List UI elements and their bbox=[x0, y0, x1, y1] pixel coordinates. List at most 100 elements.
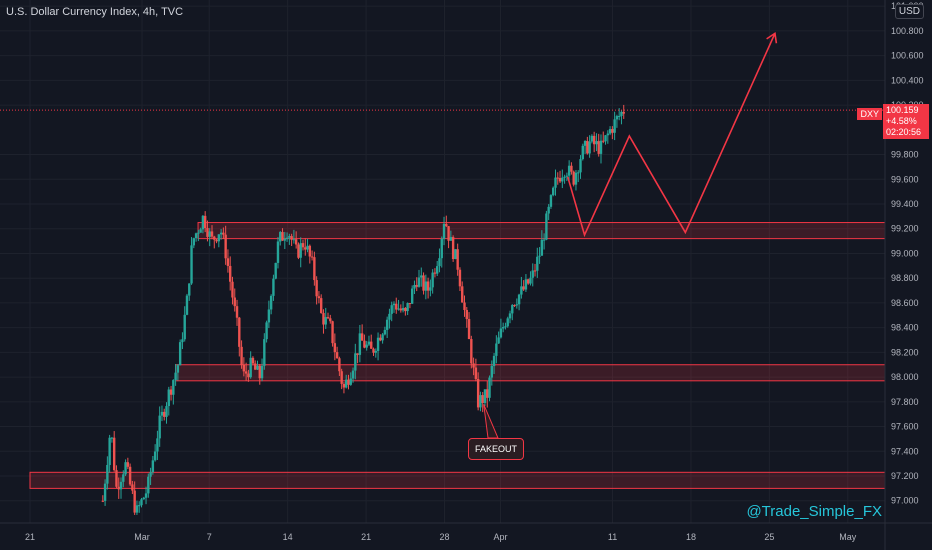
candle-body bbox=[401, 308, 405, 311]
candle-body bbox=[488, 377, 491, 398]
candle-body bbox=[208, 231, 211, 237]
candle-body bbox=[110, 437, 114, 439]
candle-body bbox=[269, 295, 273, 310]
candle-body bbox=[144, 493, 148, 498]
candle-body bbox=[156, 438, 159, 452]
candle-body bbox=[476, 378, 480, 408]
candle-body bbox=[472, 363, 475, 368]
candle-body bbox=[292, 239, 296, 241]
price-tick-label: 99.600 bbox=[891, 174, 919, 184]
candle-body bbox=[567, 165, 571, 176]
candle-body bbox=[347, 379, 350, 385]
price-tick-label: 98.400 bbox=[891, 323, 919, 333]
candle-body bbox=[574, 172, 578, 185]
candle-body bbox=[283, 239, 286, 241]
candle-body bbox=[103, 483, 107, 501]
symbol-tag: DXY bbox=[857, 108, 882, 120]
price-tick-label: 97.800 bbox=[891, 397, 919, 407]
candle-body bbox=[449, 237, 453, 241]
candle-body bbox=[263, 339, 266, 366]
candle-body bbox=[304, 247, 307, 250]
currency-selector[interactable]: USD bbox=[894, 4, 924, 19]
candle-body bbox=[620, 111, 623, 116]
candle-body bbox=[112, 437, 116, 471]
candle-body bbox=[213, 236, 216, 240]
candle-body bbox=[492, 355, 496, 366]
price-tick-label: 99.400 bbox=[891, 199, 919, 209]
candle-body bbox=[433, 272, 437, 274]
candle-body bbox=[215, 239, 218, 242]
candle-body bbox=[206, 227, 209, 237]
price-change: +4.58% bbox=[886, 116, 917, 126]
candle-body bbox=[131, 484, 134, 491]
candle-body bbox=[279, 232, 282, 242]
candle-body bbox=[611, 129, 614, 133]
candle-body bbox=[410, 288, 414, 304]
support-zone-lower bbox=[29, 471, 886, 489]
watermark: @Trade_Simple_FX bbox=[746, 503, 882, 520]
candle-body bbox=[288, 236, 291, 238]
candle-body bbox=[590, 135, 594, 142]
candle-body bbox=[301, 243, 305, 248]
candle-body bbox=[558, 178, 562, 182]
candle-body bbox=[297, 244, 300, 258]
candle-body bbox=[602, 140, 605, 142]
candle-body bbox=[431, 272, 434, 288]
candle-body bbox=[524, 279, 528, 290]
candle-body bbox=[554, 177, 557, 188]
candle-body bbox=[174, 372, 177, 381]
candle-body bbox=[185, 295, 189, 315]
price-tick-label: 98.600 bbox=[891, 298, 919, 308]
candle-body bbox=[128, 466, 132, 485]
candle-body bbox=[192, 238, 196, 246]
candle-body bbox=[420, 275, 423, 278]
candle-body bbox=[579, 159, 582, 173]
candle-body bbox=[117, 486, 120, 490]
time-tick-label: May bbox=[839, 532, 857, 542]
candle-body bbox=[424, 281, 428, 291]
candle-body bbox=[542, 239, 546, 241]
candle-body bbox=[526, 279, 530, 284]
time-tick-label: Apr bbox=[493, 532, 507, 542]
candle-body bbox=[522, 286, 525, 290]
candle-body bbox=[586, 140, 589, 154]
time-tick-label: 14 bbox=[283, 532, 293, 542]
candle-body bbox=[322, 312, 325, 325]
last-price: 100.159 bbox=[886, 105, 919, 115]
candle-body bbox=[497, 337, 500, 344]
candle-body bbox=[222, 232, 225, 235]
candle-body bbox=[176, 365, 180, 373]
projection-path bbox=[566, 33, 776, 238]
candle-body bbox=[126, 462, 130, 467]
candle-body bbox=[556, 177, 559, 179]
fakeout-pointer bbox=[483, 404, 499, 439]
price-tick-label: 100.600 bbox=[891, 51, 924, 61]
candle-body bbox=[374, 350, 377, 353]
bar-countdown: 02:20:56 bbox=[886, 127, 922, 137]
time-tick-label: Mar bbox=[134, 532, 150, 542]
candle-body bbox=[481, 395, 484, 403]
price-tick-label: 98.800 bbox=[891, 273, 919, 283]
candle-body bbox=[397, 308, 400, 310]
candle-body bbox=[108, 437, 111, 466]
candle-body bbox=[178, 342, 182, 366]
candle-body bbox=[308, 245, 312, 257]
candle-body bbox=[260, 365, 264, 379]
candle-body bbox=[254, 363, 257, 370]
candle-body bbox=[101, 500, 105, 502]
candle-body bbox=[276, 241, 280, 263]
candle-body bbox=[549, 195, 553, 207]
candle-body bbox=[115, 470, 118, 487]
candle-body bbox=[356, 353, 359, 355]
candle-body bbox=[151, 460, 155, 473]
candle-body bbox=[158, 415, 161, 439]
candle-body bbox=[470, 339, 473, 364]
candle-body bbox=[183, 314, 186, 340]
candle-body bbox=[615, 116, 619, 120]
candle-body bbox=[608, 129, 612, 134]
candle-body bbox=[474, 367, 478, 379]
support-zone-upper bbox=[175, 364, 886, 382]
candle-body bbox=[365, 344, 368, 348]
candle-body bbox=[258, 365, 261, 379]
